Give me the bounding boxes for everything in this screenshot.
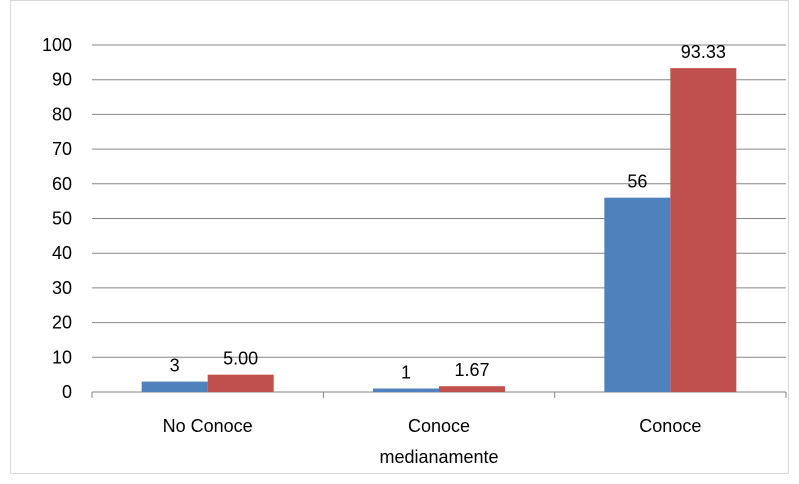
data-label: 56 bbox=[627, 172, 647, 192]
bar-series-2 bbox=[207, 374, 274, 392]
y-tick-label: 80 bbox=[52, 104, 72, 124]
y-tick-label: 100 bbox=[42, 35, 72, 55]
bar-series-1 bbox=[141, 381, 208, 392]
data-label: 3 bbox=[170, 356, 180, 376]
y-tick-label: 70 bbox=[52, 139, 72, 159]
bar-series-1 bbox=[604, 197, 671, 392]
y-tick-label: 0 bbox=[62, 382, 72, 402]
y-tick-label: 50 bbox=[52, 209, 72, 229]
y-tick-label: 40 bbox=[52, 243, 72, 263]
bar-series-2 bbox=[670, 68, 737, 392]
y-tick-label: 30 bbox=[52, 278, 72, 298]
category-label: medianamente bbox=[379, 447, 498, 467]
bar-series-2 bbox=[439, 386, 505, 392]
data-label: 1 bbox=[401, 363, 411, 383]
y-tick-label: 10 bbox=[52, 347, 72, 367]
bar-series-1 bbox=[373, 388, 439, 392]
data-label: 1.67 bbox=[454, 360, 489, 380]
y-tick-label: 90 bbox=[52, 70, 72, 90]
y-tick-label: 60 bbox=[52, 174, 72, 194]
data-label: 93.33 bbox=[681, 42, 726, 62]
category-label: No Conoce bbox=[163, 416, 253, 436]
data-label: 5.00 bbox=[223, 349, 258, 369]
category-label: Conoce bbox=[408, 416, 470, 436]
y-tick-label: 20 bbox=[52, 313, 72, 333]
category-label: Conoce bbox=[639, 416, 701, 436]
